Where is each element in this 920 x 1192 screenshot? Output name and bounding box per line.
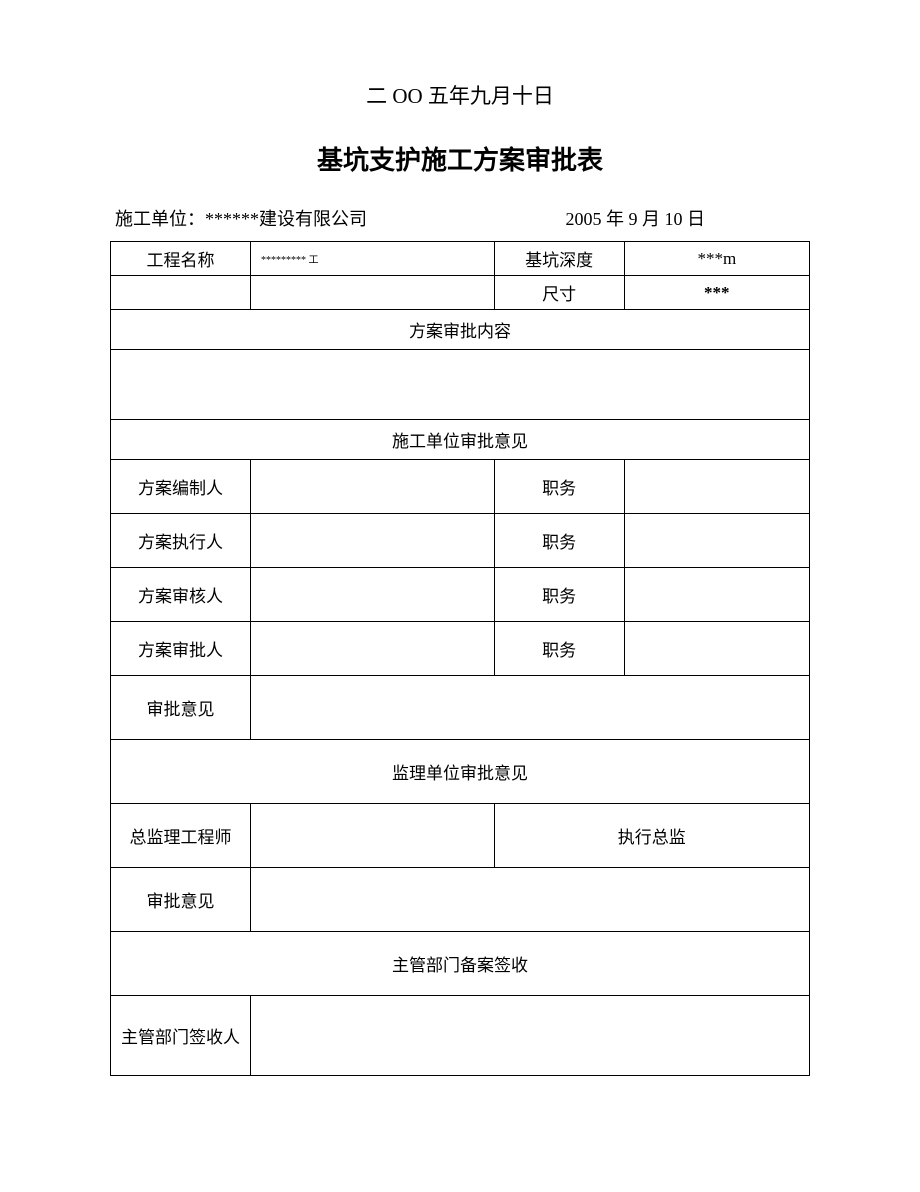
position-value bbox=[625, 471, 809, 503]
position-value bbox=[625, 633, 809, 665]
table-row: 主管部门签收人 bbox=[111, 996, 810, 1076]
supervision-header: 监理单位审批意见 bbox=[111, 755, 809, 788]
table-row: 方案审核人 职务 bbox=[111, 568, 810, 622]
approval-opinion-value bbox=[251, 692, 809, 724]
info-row: 施工单位：******建设有限公司 2005 年 9 月 10 日 bbox=[110, 205, 810, 231]
table-row: 方案执行人 职务 bbox=[111, 514, 810, 568]
form-date: 2005 年 9 月 10 日 bbox=[566, 205, 806, 231]
table-row: 主管部门备案签收 bbox=[111, 932, 810, 996]
executor-value bbox=[251, 525, 494, 557]
table-row: 方案审批内容 bbox=[111, 310, 810, 350]
plan-content-body bbox=[111, 369, 809, 401]
table-row: 方案审批人 职务 bbox=[111, 622, 810, 676]
blank-cell bbox=[111, 277, 250, 309]
approval-opinion-label-2: 审批意见 bbox=[111, 883, 250, 916]
position-label: 职务 bbox=[495, 632, 624, 665]
approval-opinion-label: 审批意见 bbox=[111, 691, 250, 724]
table-row: 总监理工程师 执行总监 bbox=[111, 804, 810, 868]
position-value bbox=[625, 525, 809, 557]
approval-table: 工程名称 ********* 工 基坑深度 ***m 尺寸 *** 方案审批内容… bbox=[110, 241, 810, 1076]
project-name-label: 工程名称 bbox=[111, 242, 250, 275]
table-row: 尺寸 *** bbox=[111, 276, 810, 310]
dept-signatory-label: 主管部门签收人 bbox=[111, 1019, 250, 1052]
table-row: 审批意见 bbox=[111, 676, 810, 740]
unit-label: 施工单位： bbox=[115, 209, 205, 229]
executor-label: 方案执行人 bbox=[111, 524, 250, 557]
table-row: 方案编制人 职务 bbox=[111, 460, 810, 514]
depth-value: ***m bbox=[625, 243, 809, 275]
table-row: 工程名称 ********* 工 基坑深度 ***m bbox=[111, 242, 810, 276]
construction-opinion-header: 施工单位审批意见 bbox=[111, 423, 809, 456]
exec-director-label: 执行总监 bbox=[495, 819, 809, 852]
compiler-value bbox=[251, 471, 494, 503]
plan-content-header: 方案审批内容 bbox=[111, 313, 809, 346]
approver-value bbox=[251, 633, 494, 665]
size-label: 尺寸 bbox=[495, 276, 624, 309]
form-title: 基坑支护施工方案审批表 bbox=[110, 140, 810, 177]
project-name-value: ********* 工 bbox=[251, 243, 494, 275]
compiler-label: 方案编制人 bbox=[111, 470, 250, 503]
filing-header: 主管部门备案签收 bbox=[111, 947, 809, 980]
table-row: 施工单位审批意见 bbox=[111, 420, 810, 460]
blank-cell bbox=[251, 277, 494, 309]
unit-value: ******建设有限公司 bbox=[205, 209, 367, 229]
position-value bbox=[625, 579, 809, 611]
position-label: 职务 bbox=[495, 470, 624, 503]
position-label: 职务 bbox=[495, 578, 624, 611]
depth-label: 基坑深度 bbox=[495, 242, 624, 275]
position-label: 职务 bbox=[495, 524, 624, 557]
reviewer-value bbox=[251, 579, 494, 611]
approver-label: 方案审批人 bbox=[111, 632, 250, 665]
reviewer-label: 方案审核人 bbox=[111, 578, 250, 611]
chief-engineer-label: 总监理工程师 bbox=[111, 819, 250, 852]
table-row bbox=[111, 350, 810, 420]
chief-engineer-value bbox=[251, 820, 494, 852]
table-row: 审批意见 bbox=[111, 868, 810, 932]
header-date: 二 OO 五年九月十日 bbox=[110, 80, 810, 110]
dept-signatory-value bbox=[251, 1020, 809, 1052]
unit-info: 施工单位：******建设有限公司 bbox=[115, 205, 566, 231]
approval-opinion-value-2 bbox=[251, 884, 809, 916]
size-value: *** bbox=[625, 277, 809, 309]
table-row: 监理单位审批意见 bbox=[111, 740, 810, 804]
